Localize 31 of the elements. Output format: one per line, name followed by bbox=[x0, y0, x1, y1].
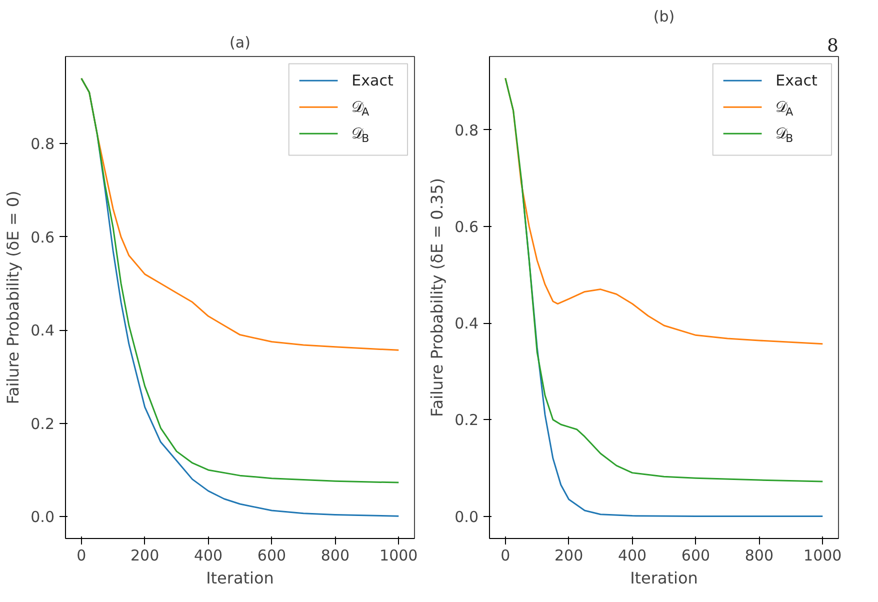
x-tick-label: 600 bbox=[257, 546, 286, 564]
legend-label: Exact bbox=[776, 72, 818, 90]
x-axis-title: Iteration bbox=[630, 568, 698, 588]
legend-label: Exact bbox=[352, 72, 394, 90]
x-tick-label: 800 bbox=[320, 546, 350, 564]
x-tick-label: 1000 bbox=[804, 546, 842, 564]
y-tick-label: 0.2 bbox=[454, 411, 479, 430]
y-tick-label: 0.6 bbox=[30, 228, 55, 246]
x-tick-label: 600 bbox=[681, 546, 710, 564]
x-tick-label: 1000 bbox=[380, 546, 418, 564]
x-tick-label: 200 bbox=[130, 546, 160, 564]
x-tick-label: 200 bbox=[554, 546, 584, 564]
y-tick-label: 0.8 bbox=[30, 135, 55, 154]
y-axis-title: Failure Probability (δE = 0) bbox=[4, 190, 23, 404]
y-tick-label: 0.4 bbox=[454, 314, 479, 333]
y-tick-label: 0.8 bbox=[454, 121, 479, 140]
x-tick-label: 800 bbox=[744, 546, 774, 564]
y-tick-label: 0.2 bbox=[30, 414, 55, 433]
y-tick-label: 0.6 bbox=[454, 218, 479, 236]
chart-title: (b) bbox=[653, 8, 675, 26]
y-axis-title: Failure Probability (δE = 0.35) bbox=[428, 178, 447, 417]
x-tick-label: 400 bbox=[618, 546, 647, 564]
x-tick-label: 0 bbox=[76, 546, 86, 564]
y-tick-label: 0.0 bbox=[30, 508, 55, 526]
annotation: 8 bbox=[827, 36, 838, 56]
chart-title: (a) bbox=[230, 34, 250, 52]
x-tick-label: 0 bbox=[500, 546, 510, 564]
x-tick-label: 400 bbox=[194, 546, 223, 564]
y-tick-label: 0.0 bbox=[454, 508, 479, 526]
x-axis-title: Iteration bbox=[206, 568, 274, 588]
y-tick-label: 0.4 bbox=[30, 322, 55, 340]
